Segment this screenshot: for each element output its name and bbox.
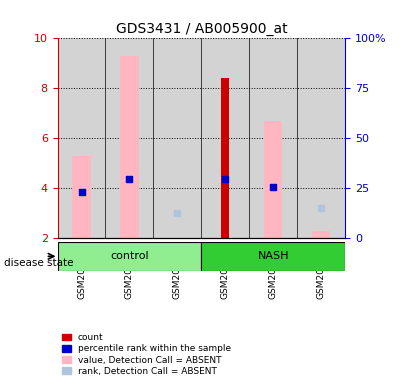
Text: disease state: disease state — [4, 258, 74, 268]
Bar — [120, 56, 139, 238]
Point — [270, 184, 277, 190]
Point — [78, 189, 85, 195]
Point — [78, 189, 85, 195]
Point — [126, 176, 133, 182]
Text: control: control — [110, 251, 149, 262]
Bar — [221, 78, 229, 238]
Title: GDS3431 / AB005900_at: GDS3431 / AB005900_at — [115, 22, 287, 36]
FancyBboxPatch shape — [201, 242, 345, 271]
FancyBboxPatch shape — [58, 242, 201, 271]
Legend: count, percentile rank within the sample, value, Detection Call = ABSENT, rank, : count, percentile rank within the sample… — [58, 329, 235, 379]
Bar — [72, 156, 90, 238]
Bar — [264, 121, 282, 238]
Bar — [312, 230, 330, 238]
Point — [318, 205, 325, 211]
Point — [174, 210, 181, 216]
Point — [222, 176, 229, 182]
Point — [270, 184, 277, 190]
Text: NASH: NASH — [258, 251, 289, 262]
Point — [126, 176, 133, 182]
